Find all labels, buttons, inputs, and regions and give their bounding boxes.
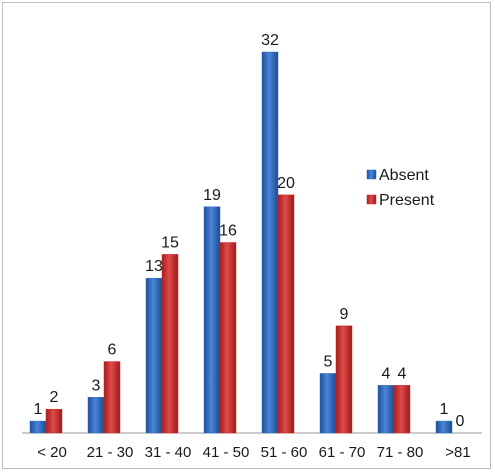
bar-absent-1 bbox=[29, 420, 47, 434]
x-tick-label-1: < 20 bbox=[37, 444, 67, 461]
value-label-absent-3: 13 bbox=[145, 258, 163, 275]
bar-absent-5 bbox=[261, 51, 279, 434]
value-label-present-7: 4 bbox=[398, 365, 407, 382]
bar-present-6 bbox=[335, 325, 353, 434]
bar-absent-6 bbox=[319, 373, 337, 434]
legend-label-absent: Absent bbox=[379, 167, 429, 184]
legend-label-present: Present bbox=[379, 192, 435, 209]
bar-present-1 bbox=[45, 408, 63, 434]
x-tick-label-7: 71 - 80 bbox=[377, 444, 424, 461]
x-tick-label-4: 41 - 50 bbox=[203, 444, 250, 461]
value-label-present-6: 9 bbox=[340, 306, 349, 323]
bar-present-7 bbox=[393, 385, 411, 434]
value-label-absent-7: 4 bbox=[382, 365, 391, 382]
bar-absent-8 bbox=[435, 420, 453, 434]
x-tick-label-3: 31 - 40 bbox=[145, 444, 192, 461]
value-label-absent-6: 5 bbox=[324, 353, 333, 370]
value-label-absent-8: 1 bbox=[440, 401, 449, 418]
x-tick-label-5: 51 - 60 bbox=[261, 444, 308, 461]
x-tick-label-2: 21 - 30 bbox=[87, 444, 134, 461]
value-label-absent-1: 1 bbox=[34, 401, 43, 418]
bar-present-4 bbox=[219, 242, 237, 434]
bar-absent-4 bbox=[203, 206, 221, 434]
bar-present-3 bbox=[161, 254, 179, 434]
value-label-present-8: 0 bbox=[456, 413, 465, 430]
value-label-absent-2: 3 bbox=[92, 377, 101, 394]
value-label-absent-5: 32 bbox=[261, 32, 279, 49]
bar-absent-7 bbox=[377, 385, 395, 434]
value-label-present-2: 6 bbox=[108, 342, 117, 359]
x-tick-labels-layer: < 20 21 - 30 31 - 40 41 - 50 51 - 60 61 - 70 7… bbox=[37, 444, 471, 461]
bars-layer bbox=[29, 51, 453, 434]
x-tick-label-6: 61 - 70 bbox=[319, 444, 366, 461]
bar-present-5 bbox=[277, 194, 295, 434]
x-tick-label-8: >81 bbox=[445, 444, 470, 461]
value-label-present-1: 2 bbox=[50, 389, 59, 406]
bar-present-2 bbox=[103, 361, 121, 434]
legend-swatch-absent bbox=[366, 169, 377, 180]
legend: Absent Present bbox=[366, 167, 435, 209]
legend-swatch-present bbox=[366, 194, 377, 205]
value-label-absent-4: 19 bbox=[203, 187, 221, 204]
value-label-present-3: 15 bbox=[161, 234, 179, 251]
value-label-present-4: 16 bbox=[219, 223, 237, 240]
bar-absent-2 bbox=[87, 397, 105, 434]
value-label-present-5: 20 bbox=[277, 175, 295, 192]
bar-absent-3 bbox=[145, 277, 163, 434]
